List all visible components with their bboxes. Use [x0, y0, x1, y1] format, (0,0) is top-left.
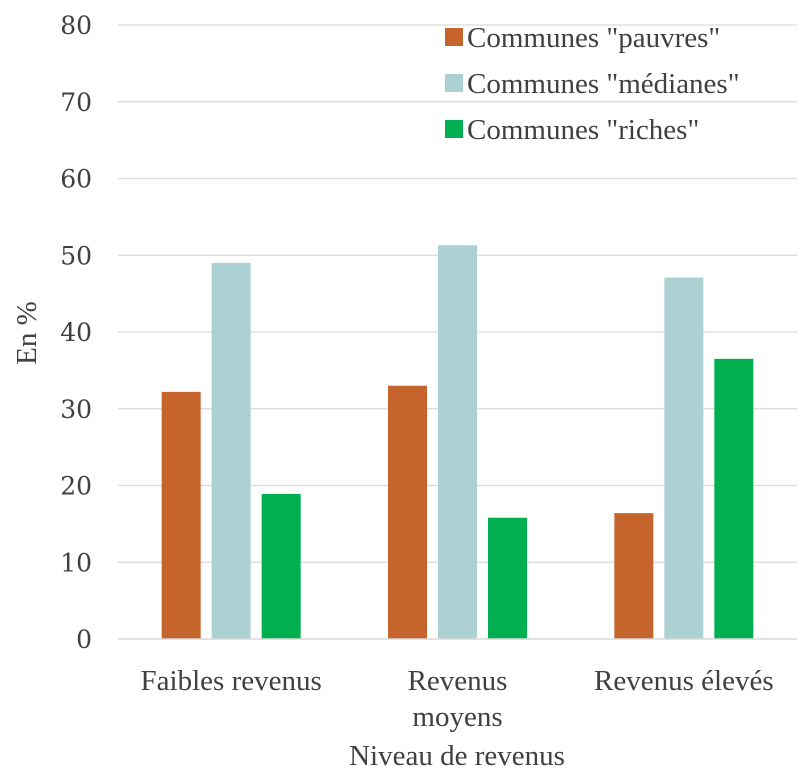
bar-series-0-category-1 [388, 385, 427, 639]
x-category-label: moyens [412, 701, 502, 733]
y-tick-label: 10 [60, 548, 92, 577]
bar-series-1-category-0 [211, 262, 251, 639]
legend-label-0: Communes "pauvres" [467, 22, 720, 54]
y-tick-label: 30 [60, 395, 92, 424]
y-tick-label: 50 [60, 241, 92, 270]
x-category-label: Revenus élevés [594, 665, 774, 697]
x-axis-categories: Faibles revenus Revenus moyens Revenus élev… [141, 665, 774, 733]
y-tick-label: 80 [60, 11, 92, 40]
y-tick-label: 60 [60, 165, 92, 194]
y-tick-label: 0 [76, 625, 92, 654]
legend: Communes "pauvres" Communes "médianes" Com… [445, 22, 740, 146]
y-tick-label: 70 [60, 88, 92, 117]
bar-series-0-category-0 [161, 391, 201, 639]
legend-swatch-0 [445, 28, 463, 46]
bar-series-2-category-2 [714, 358, 754, 639]
bars [161, 245, 754, 639]
bar-series-0-category-2 [614, 513, 654, 639]
y-axis-title: En % [11, 301, 43, 365]
legend-swatch-2 [445, 120, 463, 138]
y-tick-label: 20 [60, 472, 92, 501]
x-category-label: Faibles revenus [141, 665, 322, 697]
bar-series-1-category-2 [664, 277, 704, 639]
bar-series-2-category-0 [261, 493, 301, 639]
bar-series-1-category-1 [438, 245, 477, 639]
legend-swatch-1 [445, 74, 463, 92]
y-axis-ticks: 0 10 20 30 40 50 60 70 80 [60, 11, 92, 654]
bar-series-2-category-1 [488, 517, 527, 639]
legend-label-2: Communes "riches" [467, 114, 699, 146]
legend-label-1: Communes "médianes" [467, 68, 740, 100]
x-category-label: Revenus [408, 665, 508, 697]
y-tick-label: 40 [60, 318, 92, 347]
x-axis-title: Niveau de revenus [349, 740, 565, 772]
